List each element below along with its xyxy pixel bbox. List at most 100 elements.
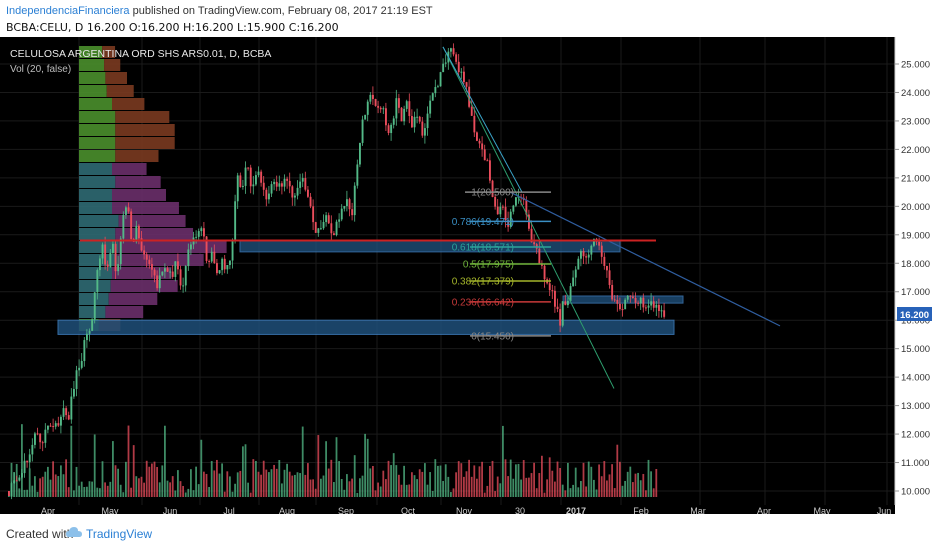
volume-bar bbox=[346, 474, 348, 497]
volume-profile-down-bar bbox=[115, 150, 159, 162]
candle-body bbox=[138, 225, 140, 239]
volume-profile-up-bar bbox=[79, 215, 119, 227]
volume-bar bbox=[457, 461, 460, 497]
volume-profile-up-bar bbox=[79, 72, 106, 84]
volume-bar bbox=[177, 470, 179, 497]
last-price-value: 16.200 bbox=[900, 310, 929, 321]
time-axis[interactable]: Apr May Jun Jul Aug Sep Oct Nov 30 2017 Feb Mar Apr M… bbox=[0, 505, 895, 516]
candle-body bbox=[476, 132, 478, 141]
volume-bar bbox=[286, 463, 288, 497]
candle-body bbox=[421, 121, 424, 136]
candle-body bbox=[205, 236, 208, 261]
volume-bar bbox=[197, 484, 200, 497]
candle-body bbox=[405, 101, 408, 109]
candle-body bbox=[379, 107, 382, 110]
volume-bar bbox=[312, 479, 314, 497]
price-tick-label: 20.000 bbox=[901, 202, 930, 213]
price-axis[interactable]: 25.000 24.000 23.000 22.000 21.000 20.000 19.0… bbox=[894, 37, 930, 505]
candle-body bbox=[556, 306, 559, 310]
candle-body bbox=[356, 164, 359, 186]
volume-bar bbox=[283, 469, 286, 497]
volume-bar bbox=[403, 465, 405, 497]
volume-bar bbox=[343, 489, 346, 497]
candle-body bbox=[593, 238, 595, 246]
volume-bar bbox=[41, 476, 44, 497]
candle-body bbox=[663, 310, 666, 317]
volume-bar bbox=[504, 459, 507, 497]
volume-bar bbox=[44, 471, 47, 497]
candle-body bbox=[164, 268, 166, 272]
candle-body bbox=[577, 258, 580, 270]
candle-body bbox=[265, 189, 268, 200]
volume-bar bbox=[112, 441, 114, 497]
candle-body bbox=[387, 125, 390, 134]
candle-body bbox=[502, 206, 504, 208]
volume-bar bbox=[637, 472, 639, 497]
time-tick-label: Jun bbox=[877, 506, 892, 514]
fib-level-label: 0(15.450) bbox=[471, 331, 514, 342]
author-link[interactable]: IndependenciaFinanciera bbox=[6, 5, 130, 17]
candle-body bbox=[21, 473, 23, 478]
chart-canvas[interactable]: 1(20.500) 0.786(19.471) 0.618(18.571) 0.5(1… bbox=[0, 37, 932, 516]
volume-bar bbox=[320, 478, 322, 497]
volume-bar bbox=[273, 464, 275, 497]
tradingview-link[interactable]: TradingView bbox=[86, 527, 153, 541]
volume-bar bbox=[195, 466, 197, 497]
volume-bar bbox=[353, 455, 356, 497]
candle-body bbox=[525, 200, 528, 215]
volume-profile-down-bar bbox=[106, 85, 134, 97]
volume-bar bbox=[556, 461, 559, 497]
price-tick-label: 12.000 bbox=[901, 430, 930, 441]
candle-body bbox=[151, 264, 153, 270]
candle-body bbox=[304, 178, 307, 190]
volume-bar bbox=[231, 491, 234, 497]
candle-body bbox=[312, 206, 315, 223]
candle-body bbox=[31, 444, 34, 455]
candle-body bbox=[385, 108, 387, 126]
volume-bar bbox=[535, 488, 538, 497]
volume-bar bbox=[533, 462, 535, 497]
candle-body bbox=[156, 275, 159, 289]
volume-bar bbox=[236, 472, 239, 497]
volume-bar bbox=[530, 473, 533, 497]
candle-body bbox=[509, 211, 512, 227]
candle-body bbox=[530, 228, 533, 243]
volume-profile-up-bar bbox=[79, 137, 116, 149]
candle-body bbox=[463, 71, 465, 83]
volume-bar bbox=[257, 471, 260, 497]
support-zone bbox=[57, 319, 675, 335]
volume-bar bbox=[99, 488, 101, 497]
price-chart[interactable]: 1(20.500) 0.786(19.471) 0.618(18.571) 0.5(1… bbox=[0, 37, 932, 516]
volume-bar bbox=[515, 464, 517, 497]
volume-bar bbox=[205, 473, 208, 497]
volume-bar bbox=[265, 469, 268, 497]
candle-body bbox=[351, 209, 354, 216]
candle-body bbox=[47, 425, 49, 430]
candle-body bbox=[210, 251, 213, 262]
volume-profile-up-bar bbox=[79, 267, 112, 279]
candle-body bbox=[270, 184, 273, 194]
volume-bar bbox=[221, 463, 223, 497]
candle-body bbox=[489, 160, 491, 181]
volume-bar bbox=[314, 488, 317, 497]
volume-bar bbox=[450, 492, 452, 497]
candle-body bbox=[255, 175, 257, 185]
volume-bar bbox=[538, 473, 541, 497]
volume-bar bbox=[229, 476, 231, 497]
time-tick-label: Apr bbox=[757, 506, 771, 514]
volume-profile-up-bar bbox=[79, 98, 112, 110]
resistance-zone-upper bbox=[239, 239, 621, 253]
volume-profile-up-bar bbox=[79, 124, 116, 136]
candle-body bbox=[273, 181, 276, 185]
candle-body bbox=[39, 433, 42, 443]
candle-body bbox=[504, 206, 507, 221]
candle-body bbox=[86, 333, 88, 341]
volume-bar bbox=[327, 468, 330, 497]
candle-body bbox=[174, 261, 177, 277]
volume-profile-down-bar bbox=[117, 254, 204, 266]
resistance-zone-lower bbox=[562, 295, 684, 304]
candle-body bbox=[60, 416, 62, 426]
candle-body bbox=[652, 301, 655, 308]
volume-bar bbox=[60, 465, 62, 497]
volume-bar bbox=[642, 473, 645, 497]
